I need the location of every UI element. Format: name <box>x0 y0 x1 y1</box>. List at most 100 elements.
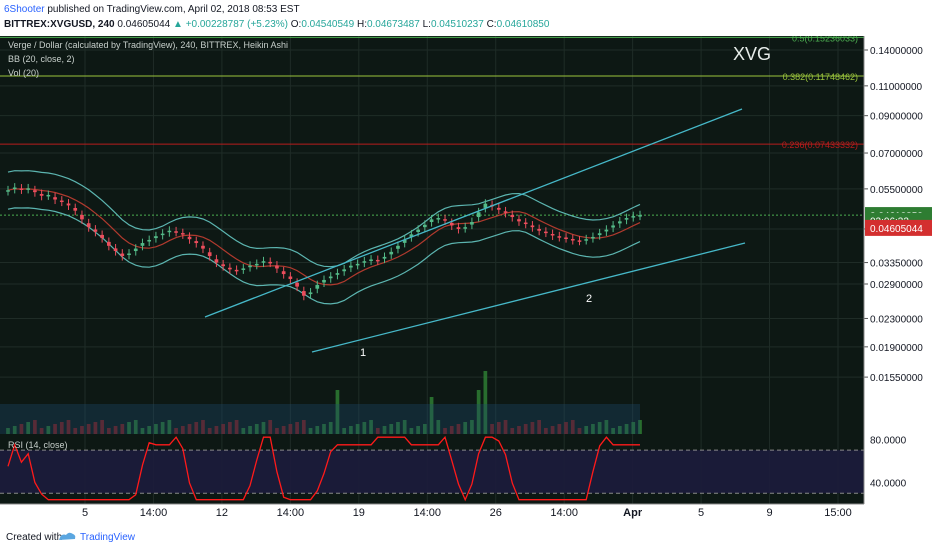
close-label: C: <box>486 19 497 30</box>
candle-body <box>577 240 582 242</box>
candle-body <box>248 265 252 268</box>
candle-body <box>107 241 111 246</box>
volume-bar <box>113 426 118 434</box>
volume-bar <box>617 426 622 434</box>
candle-body <box>100 234 104 239</box>
volume-bar <box>382 426 387 434</box>
rsi-legend: RSI (14, close) <box>8 440 68 450</box>
candle-body <box>234 269 239 272</box>
candle-body <box>113 248 118 252</box>
candle-body <box>12 187 17 190</box>
change-value: +0.00228787 (+5.23%) <box>185 19 288 30</box>
change-arrow: ▲ <box>173 19 183 30</box>
price-chart[interactable]: 0.5(0.15236033) 0.382(0.11748462) 0.236(0.… <box>0 36 932 524</box>
low-label: L: <box>422 19 431 30</box>
y-tick-label: 0.02900000 <box>870 280 923 291</box>
candle-body <box>33 190 37 193</box>
candle-body <box>429 219 434 223</box>
candle-body <box>140 243 145 246</box>
candle-body <box>617 221 622 224</box>
y-tick-label: 0.01900000 <box>870 343 923 354</box>
candle-body <box>557 236 562 238</box>
bb-lower <box>7 207 641 305</box>
candle-body <box>308 292 313 295</box>
header: 6Shooter published on TradingView.com, A… <box>0 0 932 36</box>
candle-body <box>281 271 286 275</box>
volume-bar <box>180 426 185 434</box>
volume-bar <box>275 428 279 434</box>
x-tick-label: 5 <box>698 507 704 519</box>
created-with-text: Created with <box>6 532 63 543</box>
candle-body <box>496 207 501 210</box>
volume-bar <box>503 420 508 434</box>
volume-bar <box>174 428 178 434</box>
candle-body <box>369 259 373 261</box>
candle-body <box>570 239 575 241</box>
candle-body <box>470 222 474 225</box>
volume-bar <box>369 420 373 434</box>
candle-body <box>66 203 71 206</box>
volume-bar <box>409 428 414 434</box>
volume-bar <box>523 424 528 434</box>
volume-bar <box>308 428 313 434</box>
candle-body <box>349 265 353 268</box>
symbol-watermark: XVG <box>733 44 771 64</box>
open-label: O: <box>290 19 302 30</box>
close-value: 0.04610850 <box>496 19 550 30</box>
tradingview-brand[interactable]: TradingView <box>80 532 136 543</box>
volume-bar <box>19 424 24 434</box>
volume-bar <box>288 424 293 434</box>
volume-bar <box>557 424 562 434</box>
candle-body <box>241 268 246 270</box>
author-link[interactable]: 6Shooter <box>4 4 45 15</box>
volume-bar <box>46 426 51 434</box>
volume-bar <box>228 422 232 434</box>
candle-body <box>80 214 84 220</box>
volume-bar <box>544 428 548 434</box>
volume-bar <box>342 428 347 434</box>
volume-bar <box>59 422 64 434</box>
trend-channel: 12 <box>204 108 746 359</box>
volume-bar <box>470 420 474 434</box>
candle-body <box>261 261 266 263</box>
candle-body <box>154 236 158 239</box>
volume-bar <box>591 424 595 434</box>
candle-body <box>375 259 380 262</box>
candle-body <box>322 279 326 283</box>
volume-bar <box>234 420 239 434</box>
candle-body <box>423 224 427 228</box>
low-value: 0.04510237 <box>430 19 484 30</box>
volume-bar <box>26 422 31 434</box>
candle-body <box>315 285 320 289</box>
volume-bar <box>33 420 37 434</box>
last-price: 0.04605044 <box>117 19 171 30</box>
x-tick-label: 14:00 <box>140 507 168 519</box>
volume-bar <box>154 424 158 434</box>
candle-body <box>19 188 24 190</box>
volume-bar <box>402 420 407 434</box>
candle-body <box>93 229 98 232</box>
candle-body <box>530 225 535 228</box>
volume-bar <box>187 424 192 434</box>
candle-body <box>254 263 259 266</box>
axes: 0.14000000 0.11000000 0.09000000 0.07000000… <box>0 36 932 519</box>
candle-body <box>449 222 454 226</box>
y-tick-label: 0.07000000 <box>870 149 923 160</box>
volume-bar <box>456 424 461 434</box>
volume-bar <box>577 428 582 434</box>
volume-bar <box>362 422 367 434</box>
candle-body <box>86 223 91 228</box>
candle-body <box>463 227 468 229</box>
candle-body <box>127 253 131 256</box>
candle-body <box>476 212 481 218</box>
volume-bar <box>429 397 434 434</box>
rsi-tick-label: 40.0000 <box>870 478 907 489</box>
candles <box>6 183 642 301</box>
volume-bar <box>39 428 44 434</box>
high-label: H: <box>356 19 367 30</box>
volume-bar <box>483 371 488 434</box>
candle-body <box>416 229 420 232</box>
volume-bar <box>100 420 104 434</box>
x-tick-label: 26 <box>490 507 502 519</box>
x-tick-label: 14:00 <box>414 507 442 519</box>
